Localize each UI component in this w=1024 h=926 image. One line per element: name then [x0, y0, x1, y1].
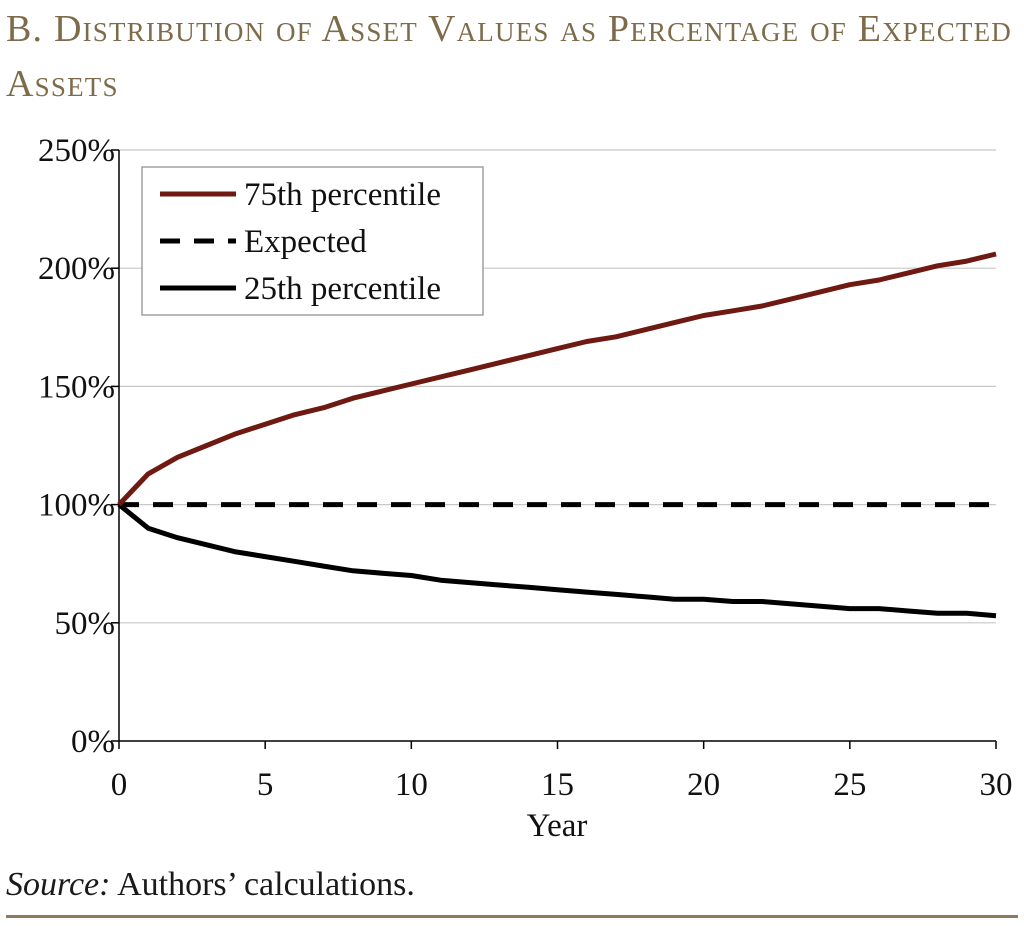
series-lines	[117, 251, 997, 619]
y-tick-label: 200%	[38, 251, 115, 287]
y-tick-label: 50%	[55, 606, 116, 642]
source-label: Source:	[6, 866, 111, 903]
y-tick-label: 0%	[71, 724, 115, 760]
source-note: Source: Authors’ calculations.	[6, 866, 415, 904]
series-line-75th-percentile	[117, 251, 997, 507]
series-line-25th-percentile	[117, 502, 997, 619]
source-text: Authors’ calculations.	[110, 866, 415, 903]
y-tick-label: 150%	[38, 369, 115, 405]
x-axis-ticks: 0 5 10 15 20 25 30	[111, 741, 1013, 803]
legend-label: 75th percentile	[244, 177, 441, 213]
chart-title: B. Distribution of Asset Values as Perce…	[6, 8, 1013, 105]
line-chart: 0% 50% 100% 150% 200% 250% 0 5 10 15 20 25 30 75th …	[38, 133, 1013, 844]
legend: 75th percentile Expected 25th percentile	[141, 166, 484, 316]
x-tick-label: 0	[111, 767, 128, 803]
x-tick-label: 5	[257, 767, 274, 803]
x-tick-label: 20	[687, 767, 720, 803]
x-tick-label: 15	[541, 767, 574, 803]
legend-label: 25th percentile	[244, 271, 441, 307]
y-axis-ticks: 0% 50% 100% 150% 200% 250%	[38, 133, 119, 760]
x-tick-label: 30	[980, 767, 1013, 803]
x-tick-label: 25	[833, 767, 866, 803]
bottom-rule	[6, 915, 1018, 918]
x-axis-label: Year	[527, 808, 588, 844]
y-tick-label: 250%	[38, 133, 115, 169]
legend-label: Expected	[244, 224, 367, 260]
y-tick-label: 100%	[38, 488, 115, 524]
x-tick-label: 10	[395, 767, 428, 803]
